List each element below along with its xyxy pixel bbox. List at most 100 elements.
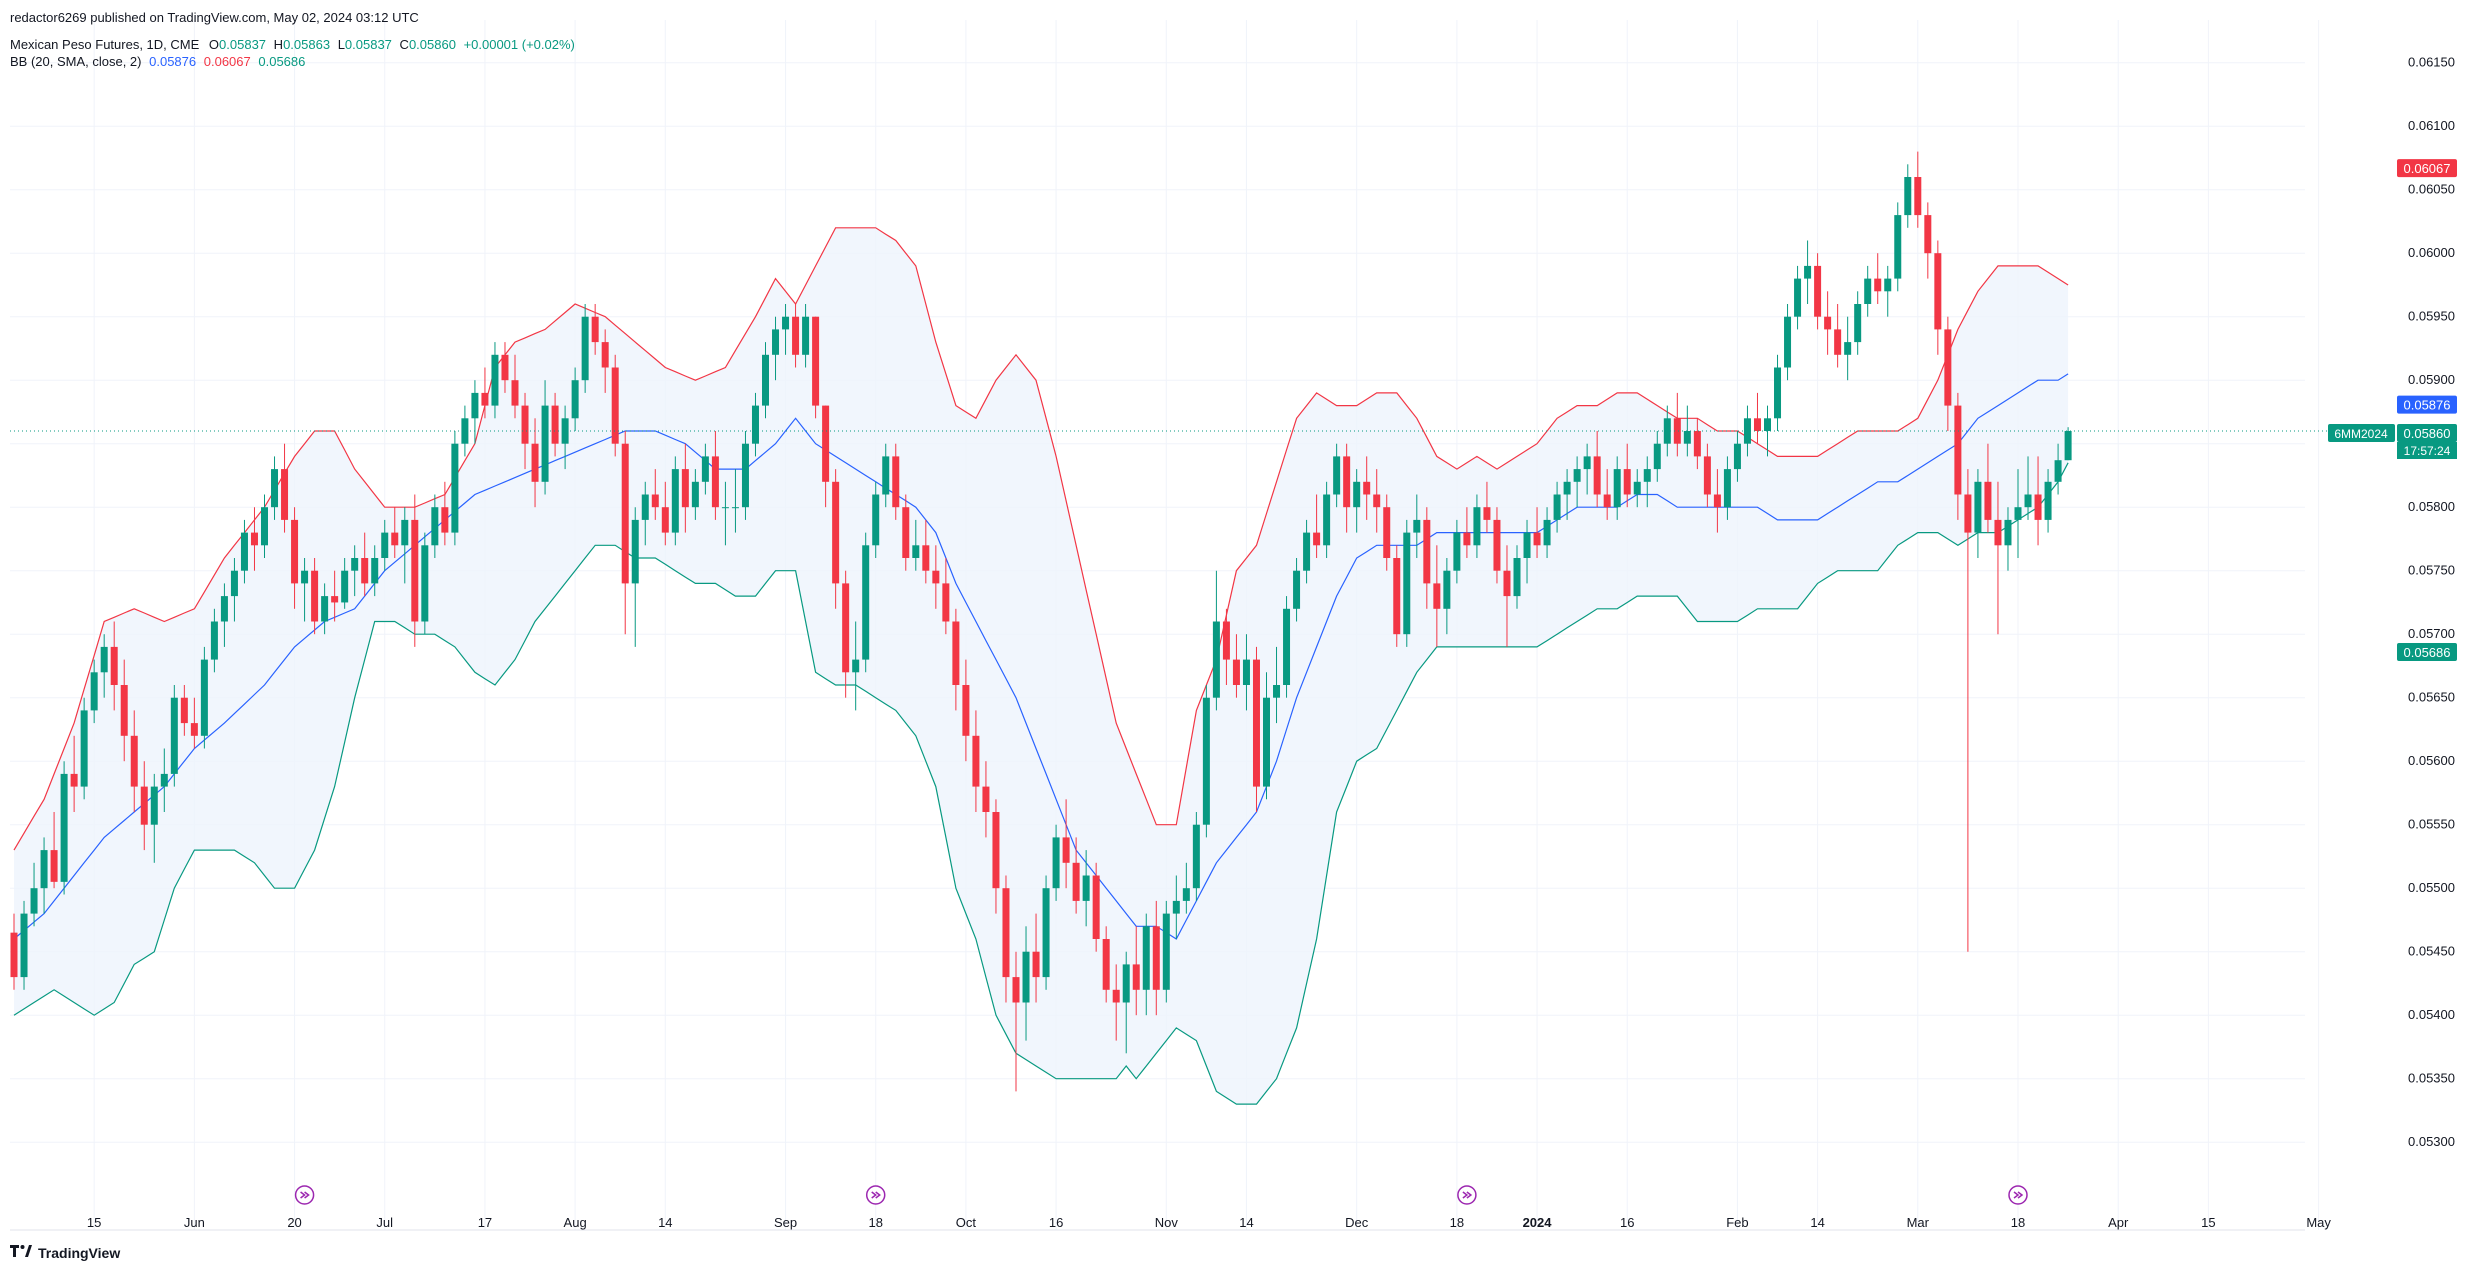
time-tick-label[interactable]: Feb	[1726, 1215, 1748, 1230]
candle[interactable]	[170, 685, 178, 787]
candle[interactable]	[1162, 900, 1170, 1003]
candle[interactable]	[962, 659, 970, 762]
time-tick-label[interactable]: 18	[868, 1215, 882, 1230]
candle[interactable]	[1473, 494, 1481, 559]
candle[interactable]	[1553, 481, 1561, 533]
time-tick-label[interactable]: Mar	[1907, 1215, 1930, 1230]
candle[interactable]	[1092, 862, 1100, 952]
candle[interactable]	[1643, 456, 1651, 508]
candle[interactable]	[1222, 608, 1230, 685]
candle[interactable]	[391, 507, 399, 558]
candle[interactable]	[1814, 253, 1822, 330]
candle[interactable]	[942, 558, 950, 635]
candle[interactable]	[681, 443, 689, 533]
candle[interactable]	[1493, 507, 1501, 584]
candle[interactable]	[301, 558, 309, 622]
candle[interactable]	[1313, 494, 1321, 559]
time-tick-label[interactable]: Apr	[2108, 1215, 2129, 1230]
candle[interactable]	[481, 367, 489, 419]
candle[interactable]	[451, 431, 459, 546]
candle[interactable]	[461, 405, 469, 457]
time-tick-label[interactable]: Oct	[956, 1215, 977, 1230]
candle[interactable]	[1844, 316, 1852, 381]
candle[interactable]	[1693, 418, 1701, 470]
candle[interactable]	[1102, 926, 1110, 1003]
candle[interactable]	[972, 710, 980, 812]
candle[interactable]	[471, 380, 479, 444]
candle[interactable]	[521, 392, 529, 470]
candle[interactable]	[361, 532, 369, 597]
time-tick-label[interactable]: 15	[87, 1215, 101, 1230]
candle[interactable]	[261, 494, 268, 559]
candle[interactable]	[1242, 634, 1250, 711]
candle[interactable]	[631, 507, 639, 647]
candle[interactable]	[1252, 646, 1260, 812]
candle[interactable]	[1924, 202, 1932, 279]
candle[interactable]	[431, 494, 439, 559]
candle[interactable]	[762, 342, 769, 419]
candle[interactable]	[1944, 316, 1952, 431]
candle[interactable]	[751, 392, 759, 457]
candle[interactable]	[1954, 392, 1962, 520]
candle[interactable]	[671, 456, 679, 546]
price-axis[interactable]: 0.05300 0.05350 0.05400 0.05450 0.05500 0.055…	[2408, 55, 2455, 1150]
candle[interactable]	[541, 380, 549, 495]
candle[interactable]	[641, 481, 649, 546]
candle[interactable]	[110, 621, 118, 711]
bb-legend[interactable]: BB (20, SMA, close, 2) 0.05876 0.06067 0…	[10, 54, 305, 69]
candle[interactable]	[1192, 812, 1200, 901]
time-tick-label[interactable]: 2024	[1523, 1215, 1553, 1230]
candle[interactable]	[1463, 507, 1471, 558]
candle[interactable]	[441, 481, 449, 546]
candle[interactable]	[371, 545, 379, 597]
time-tick-label[interactable]: Jul	[376, 1215, 393, 1230]
candle[interactable]	[1263, 672, 1270, 800]
candle[interactable]	[401, 507, 409, 584]
candle[interactable]	[1202, 685, 1210, 838]
time-tick-label[interactable]: 16	[1620, 1215, 1634, 1230]
candle[interactable]	[992, 799, 1000, 914]
candle[interactable]	[2014, 469, 2022, 558]
candle[interactable]	[411, 494, 419, 647]
candle[interactable]	[1513, 545, 1521, 609]
candle[interactable]	[802, 304, 810, 368]
candle[interactable]	[1703, 443, 1711, 508]
candle[interactable]	[1132, 926, 1140, 1016]
candle[interactable]	[1453, 519, 1461, 584]
candle[interactable]	[230, 558, 238, 622]
candle[interactable]	[832, 469, 840, 609]
candle[interactable]	[100, 634, 108, 698]
candle[interactable]	[1794, 265, 1802, 330]
time-tick-label[interactable]: 15	[2201, 1215, 2215, 1230]
candle[interactable]	[1804, 240, 1812, 305]
candle[interactable]	[150, 773, 158, 863]
candle[interactable]	[721, 481, 729, 546]
economic-event-icon[interactable]	[294, 1185, 315, 1205]
candle[interactable]	[1603, 469, 1611, 520]
candle[interactable]	[1152, 900, 1160, 1016]
candle[interactable]	[1032, 913, 1040, 1003]
candle[interactable]	[531, 418, 539, 508]
candle[interactable]	[701, 443, 709, 495]
candle[interactable]	[1673, 392, 1681, 457]
candle[interactable]	[40, 837, 48, 914]
candle[interactable]	[571, 367, 579, 432]
candle[interactable]	[1052, 824, 1060, 901]
candle[interactable]	[1433, 545, 1441, 647]
candle[interactable]	[1543, 507, 1551, 558]
candle[interactable]	[351, 545, 359, 597]
candle[interactable]	[711, 431, 719, 520]
candle[interactable]	[1303, 519, 1311, 584]
candle[interactable]	[1743, 405, 1751, 457]
candle[interactable]	[1774, 354, 1782, 431]
candle[interactable]	[1232, 634, 1240, 698]
candle[interactable]	[952, 608, 960, 711]
candle[interactable]	[180, 685, 188, 736]
bb-indicator-label[interactable]: BB (20, SMA, close, 2)	[10, 54, 142, 69]
candle[interactable]	[1383, 494, 1391, 571]
candle[interactable]	[511, 354, 519, 419]
candle[interactable]	[691, 469, 699, 520]
candle[interactable]	[611, 354, 619, 457]
candle[interactable]	[1723, 456, 1731, 520]
candle[interactable]	[1423, 507, 1431, 609]
